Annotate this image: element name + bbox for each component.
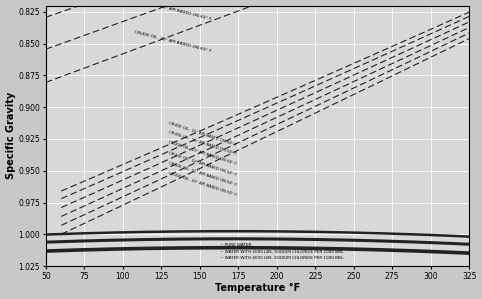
Text: CRUDE OIL  14° API BASED ON 60° F.: CRUDE OIL 14° API BASED ON 60° F. (167, 130, 237, 156)
Y-axis label: Specific Gravity: Specific Gravity (6, 92, 15, 179)
Text: CRUDE OIL  35° API BASED ON 60° F.: CRUDE OIL 35° API BASED ON 60° F. (134, 0, 212, 21)
Text: ~ PURE WATER: ~ PURE WATER (220, 243, 251, 247)
X-axis label: Temperature °F: Temperature °F (215, 283, 300, 293)
Text: CRUDE OIL  13° API BASED ON 60° F.: CRUDE OIL 13° API BASED ON 60° F. (167, 140, 237, 167)
Text: ~ WATER WITH 4000 LBS. SODIUM CHLORIDE PER 1000 BBL.: ~ WATER WITH 4000 LBS. SODIUM CHLORIDE P… (220, 256, 344, 260)
Text: CRUDE OIL  12° API BASED ON 60° F.: CRUDE OIL 12° API BASED ON 60° F. (167, 151, 237, 177)
Text: CRUDE OIL  11° API BASED ON 60° F.: CRUDE OIL 11° API BASED ON 60° F. (167, 161, 237, 187)
Text: CRUDE OIL  10° API BASED ON 60° F.: CRUDE OIL 10° API BASED ON 60° F. (167, 171, 237, 197)
Text: CRUDE OIL  15° API BASED ON 60° F.: CRUDE OIL 15° API BASED ON 60° F. (167, 121, 237, 147)
Text: CRUDE OIL  30° API BASED ON 60° F.: CRUDE OIL 30° API BASED ON 60° F. (134, 30, 212, 54)
Text: ~ WATER WITH 2000 LBS. SODIUM CHLORIDE PER 1000 BBL.: ~ WATER WITH 2000 LBS. SODIUM CHLORIDE P… (220, 249, 344, 254)
